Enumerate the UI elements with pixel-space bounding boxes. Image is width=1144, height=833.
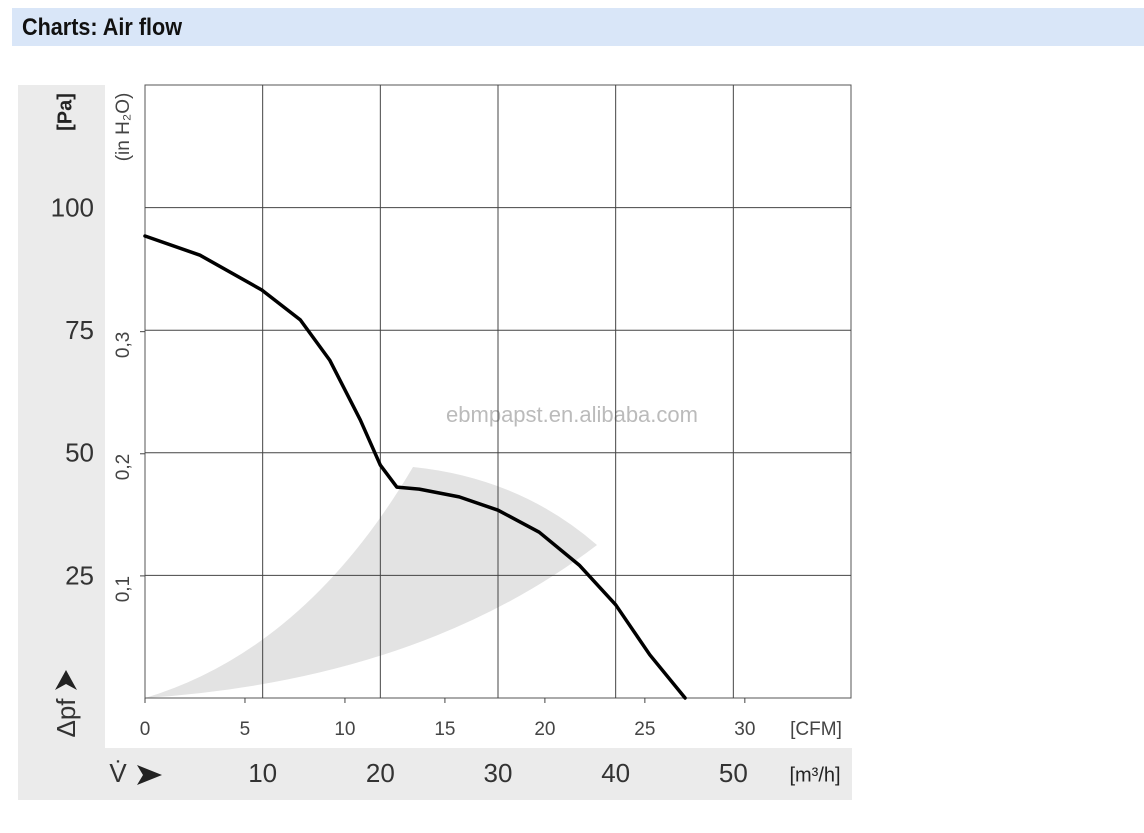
header-bar: Charts: Air flow xyxy=(12,8,1144,46)
curve xyxy=(143,234,687,700)
y-tick-label: 50 xyxy=(65,438,94,468)
y2-tick-label: 0,2 xyxy=(113,454,134,480)
y-tick-label: 100 xyxy=(51,192,94,222)
x-tick-label: 20 xyxy=(366,758,395,788)
cfm-tick-label: 0 xyxy=(140,719,151,740)
x-tick-label: 50 xyxy=(719,758,748,788)
y-label: [Pa] xyxy=(54,93,76,131)
x-tick-label: 30 xyxy=(484,758,513,788)
cfm-label: [CFM] xyxy=(790,719,842,740)
watermark: ebmpapst.en.alibaba.com xyxy=(446,402,698,427)
operating-range xyxy=(145,467,597,698)
x-symbol: V̇ xyxy=(109,758,127,788)
y-symbol: Δpf xyxy=(51,698,81,738)
cfm-tick-label: 10 xyxy=(334,719,355,740)
y-tick-label: 75 xyxy=(65,315,94,345)
cfm-tick-label: 20 xyxy=(534,719,555,740)
y2-tick-label: 0,1 xyxy=(113,576,134,602)
x-arrow xyxy=(137,765,162,785)
x-label: [m³/h] xyxy=(789,764,840,786)
y-tick-label: 25 xyxy=(65,560,94,590)
x-tick-label: 40 xyxy=(601,758,630,788)
plot-panel xyxy=(105,85,852,748)
cfm-tick-label: 30 xyxy=(734,719,755,740)
y-arrow xyxy=(55,670,77,690)
x-tick-label: 10 xyxy=(248,758,277,788)
y2-tick-label: 0,3 xyxy=(113,332,134,358)
cfm-tick-label: 15 xyxy=(434,719,455,740)
cfm-tick-label: 5 xyxy=(240,719,251,740)
cfm-tick-label: 25 xyxy=(634,719,655,740)
header-title: Charts: Air flow xyxy=(22,14,183,41)
y2-label: (in H₂O) xyxy=(113,93,134,162)
